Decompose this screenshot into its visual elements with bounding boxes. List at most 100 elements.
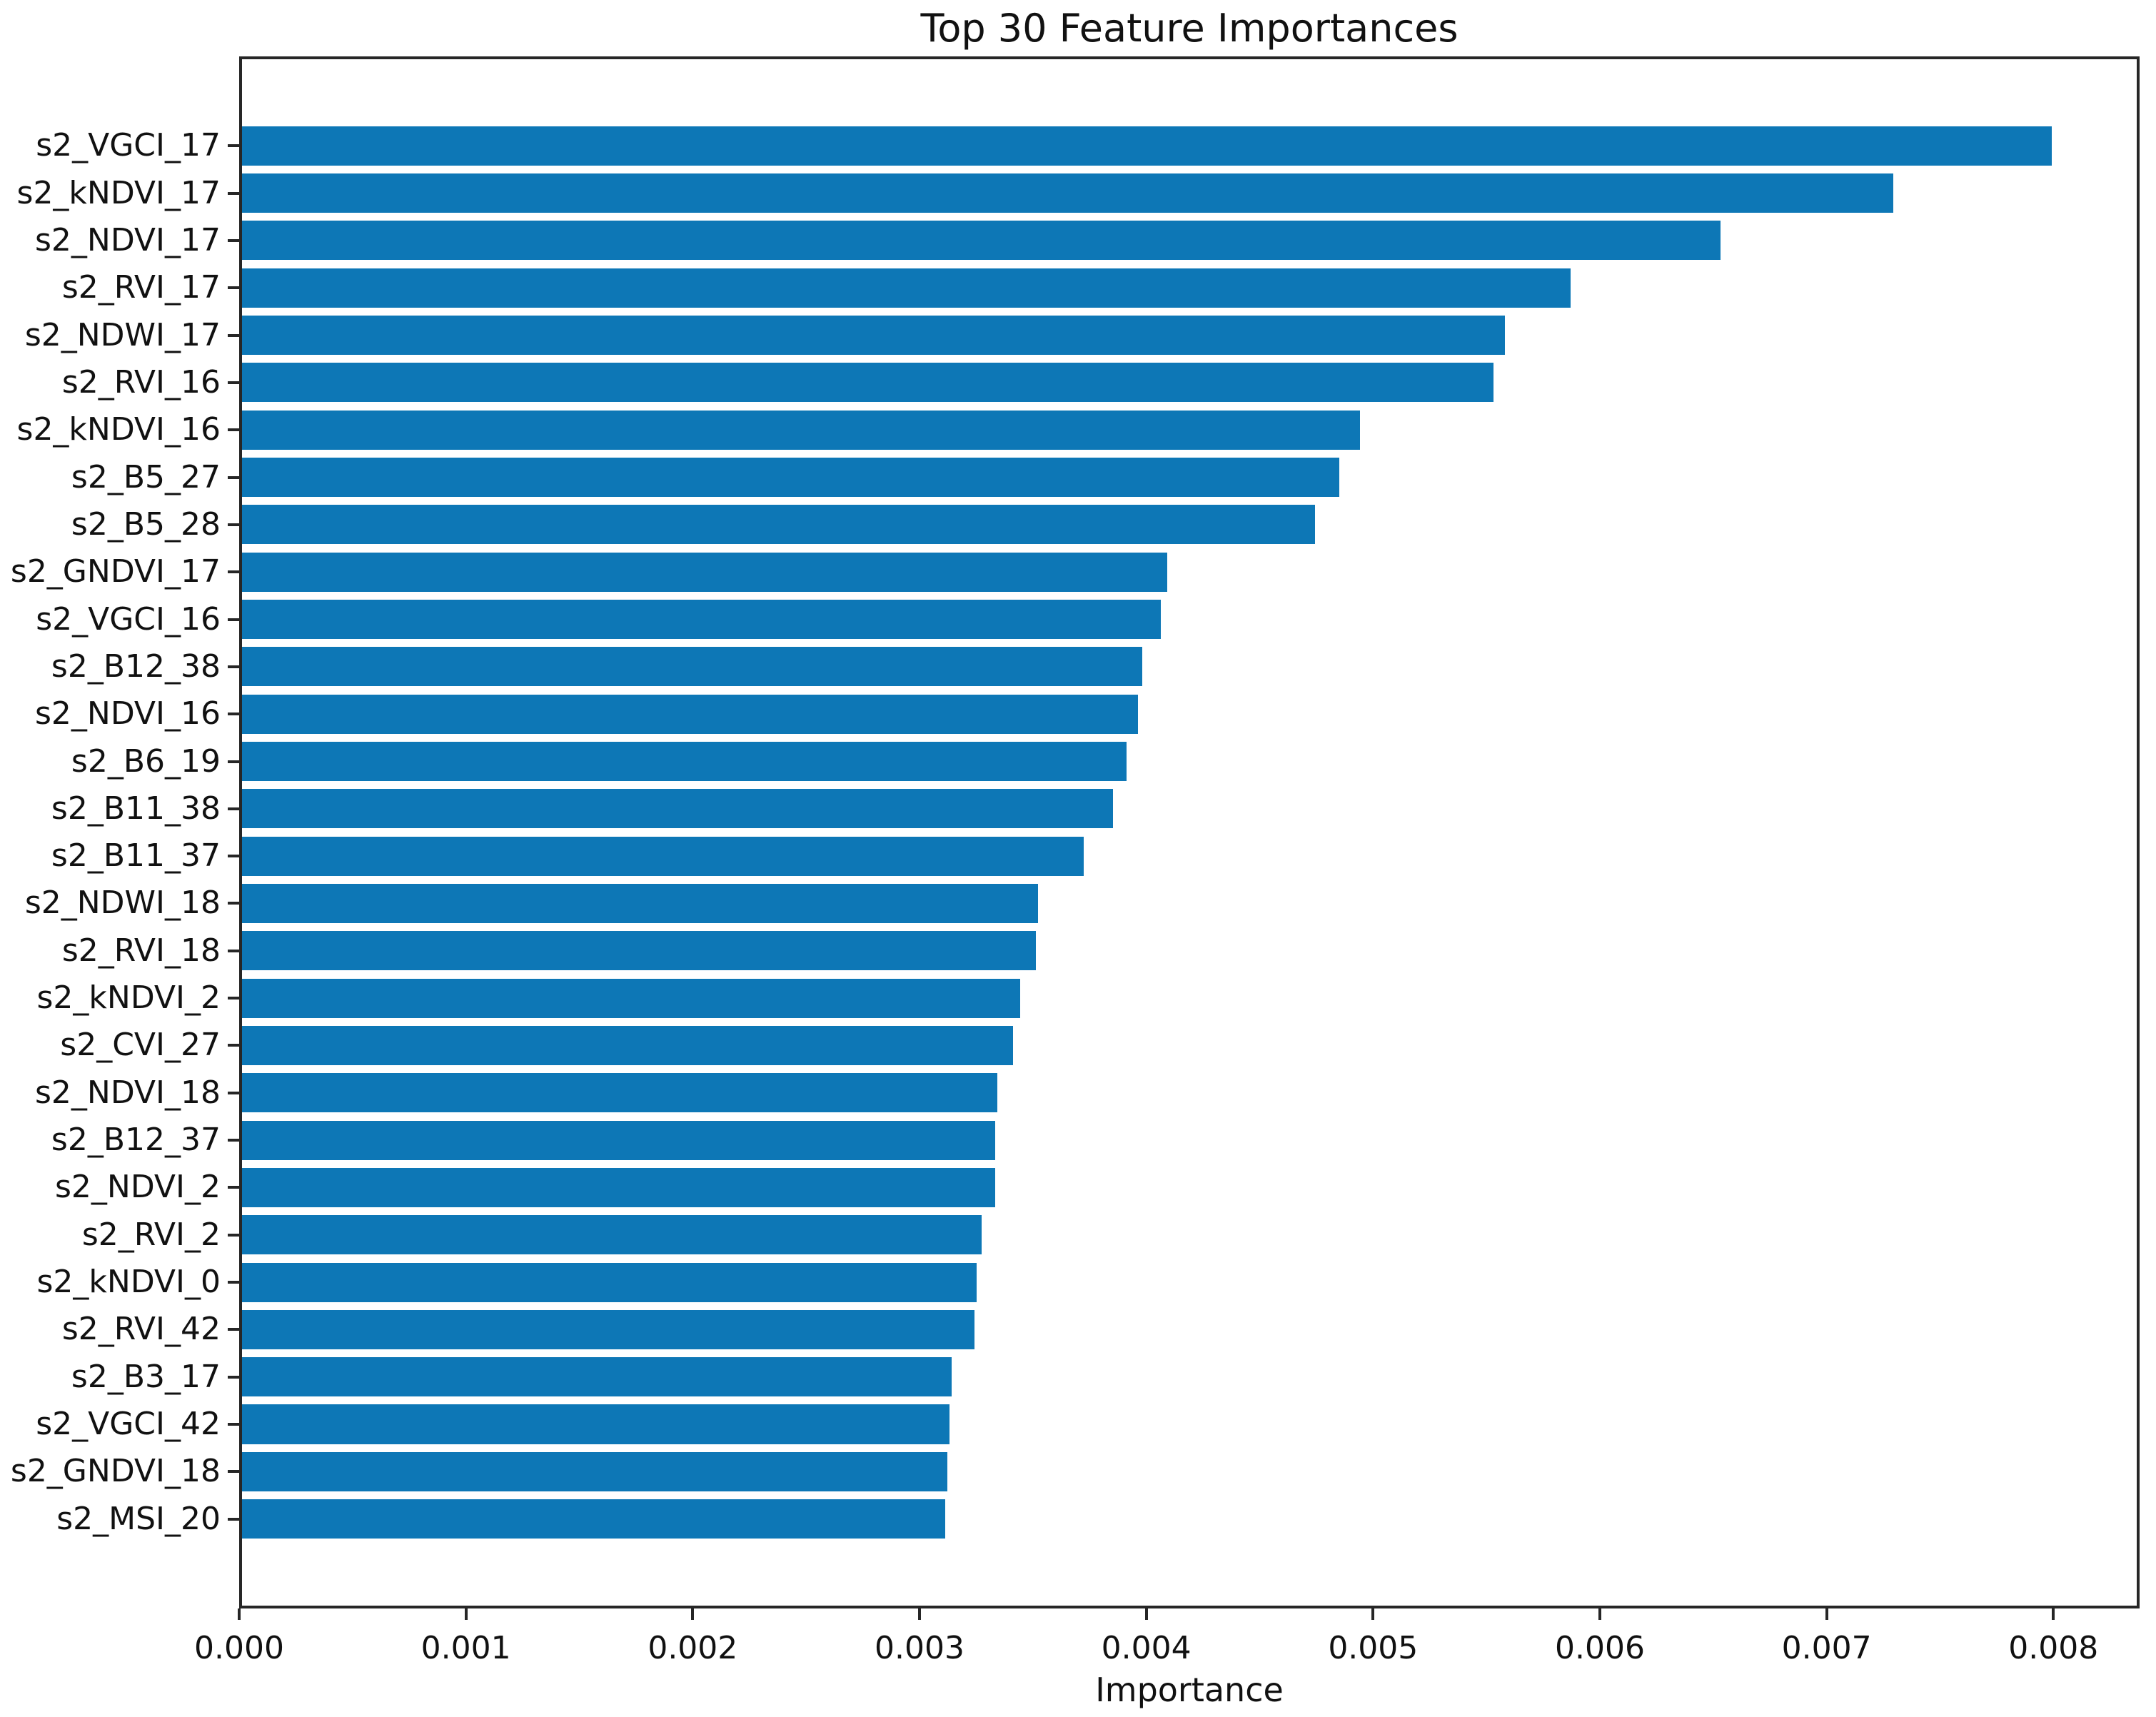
y-tick-label: s2_VGCI_42 bbox=[36, 1406, 221, 1442]
y-tick-label: s2_NDVI_17 bbox=[34, 221, 221, 258]
y-tick-mark bbox=[228, 286, 239, 290]
y-tick-label: s2_B11_37 bbox=[51, 837, 221, 875]
y-tick-label: s2_GNDVI_17 bbox=[10, 553, 221, 590]
y-tick-mark bbox=[228, 1423, 239, 1426]
bar bbox=[242, 316, 1506, 356]
x-tick-label: 0.003 bbox=[874, 1630, 964, 1666]
bar bbox=[242, 363, 1494, 403]
x-tick-mark bbox=[917, 1608, 921, 1620]
bar bbox=[242, 1167, 995, 1207]
y-tick-label: s2_CVI_27 bbox=[60, 1027, 221, 1064]
bar bbox=[242, 1499, 945, 1539]
y-tick-label: s2_RVI_2 bbox=[81, 1216, 221, 1253]
bar bbox=[242, 1025, 1014, 1065]
y-tick-label: s2_RVI_17 bbox=[61, 269, 221, 306]
bar bbox=[242, 741, 1127, 782]
bar bbox=[242, 836, 1084, 876]
bar bbox=[242, 883, 1038, 923]
y-tick-mark bbox=[228, 949, 239, 952]
y-tick-label: s2_kNDVI_16 bbox=[16, 411, 221, 448]
x-tick-mark bbox=[238, 1608, 241, 1620]
x-tick-label: 0.004 bbox=[1101, 1630, 1192, 1666]
x-tick-label: 0.005 bbox=[1328, 1630, 1419, 1666]
y-tick-mark bbox=[228, 191, 239, 195]
y-tick-mark bbox=[228, 333, 239, 337]
y-tick-label: s2_B5_28 bbox=[71, 505, 221, 543]
y-tick-mark bbox=[228, 238, 239, 242]
bar bbox=[242, 505, 1315, 545]
y-tick-label: s2_MSI_20 bbox=[56, 1500, 221, 1537]
y-tick-mark bbox=[228, 760, 239, 763]
bar bbox=[242, 1404, 950, 1444]
y-tick-label: s2_NDVI_16 bbox=[34, 695, 221, 732]
x-tick-mark bbox=[1371, 1608, 1375, 1620]
y-tick-mark bbox=[228, 807, 239, 810]
x-tick-mark bbox=[691, 1608, 695, 1620]
x-axis-label: Importance bbox=[1095, 1671, 1284, 1709]
y-tick-label: s2_B12_37 bbox=[51, 1122, 221, 1159]
y-tick-mark bbox=[228, 1281, 239, 1284]
y-tick-mark bbox=[228, 428, 239, 432]
y-tick-label: s2_VGCI_17 bbox=[36, 127, 221, 164]
bar bbox=[242, 1215, 982, 1255]
y-tick-label: s2_NDWI_18 bbox=[24, 885, 221, 922]
bar bbox=[242, 221, 1721, 261]
y-tick-mark bbox=[228, 713, 239, 716]
y-tick-mark bbox=[228, 475, 239, 479]
y-tick-label: s2_NDVI_2 bbox=[54, 1169, 221, 1206]
y-tick-mark bbox=[228, 570, 239, 574]
bar bbox=[242, 1262, 977, 1302]
y-tick-label: s2_VGCI_16 bbox=[36, 600, 221, 638]
y-tick-mark bbox=[228, 1091, 239, 1094]
y-tick-mark bbox=[228, 1375, 239, 1379]
y-tick-label: s2_B3_17 bbox=[71, 1358, 221, 1395]
y-tick-mark bbox=[228, 381, 239, 384]
y-tick-label: s2_RVI_16 bbox=[61, 363, 221, 401]
y-tick-label: s2_RVI_18 bbox=[61, 932, 221, 969]
chart-title: Top 30 Feature Importances bbox=[920, 6, 1459, 51]
bar bbox=[242, 694, 1138, 734]
bar bbox=[242, 1120, 995, 1160]
y-tick-mark bbox=[228, 1044, 239, 1047]
y-tick-label: s2_RVI_42 bbox=[61, 1311, 221, 1348]
y-tick-mark bbox=[228, 1517, 239, 1521]
bar bbox=[242, 1357, 952, 1397]
y-tick-label: s2_kNDVI_17 bbox=[16, 174, 221, 211]
x-tick-mark bbox=[2052, 1608, 2055, 1620]
y-tick-label: s2_B11_38 bbox=[51, 790, 221, 827]
y-tick-mark bbox=[228, 523, 239, 526]
y-tick-mark bbox=[228, 1186, 239, 1189]
x-tick-label: 0.000 bbox=[194, 1630, 284, 1666]
y-tick-mark bbox=[228, 997, 239, 1000]
bar bbox=[242, 978, 1020, 1018]
bar bbox=[242, 410, 1361, 450]
y-tick-label: s2_B5_27 bbox=[71, 458, 221, 495]
x-tick-mark bbox=[1825, 1608, 1828, 1620]
x-tick-label: 0.006 bbox=[1554, 1630, 1645, 1666]
bar bbox=[242, 647, 1143, 687]
y-tick-mark bbox=[228, 144, 239, 148]
bar bbox=[242, 1451, 947, 1491]
y-tick-mark bbox=[228, 1328, 239, 1331]
bar bbox=[242, 552, 1168, 592]
x-tick-mark bbox=[1598, 1608, 1601, 1620]
x-tick-mark bbox=[1144, 1608, 1148, 1620]
bar bbox=[242, 458, 1340, 498]
y-tick-label: s2_B6_19 bbox=[71, 742, 221, 780]
y-tick-mark bbox=[228, 855, 239, 858]
x-tick-mark bbox=[464, 1608, 468, 1620]
y-tick-label: s2_NDWI_17 bbox=[24, 316, 221, 353]
x-tick-label: 0.002 bbox=[648, 1630, 738, 1666]
y-tick-label: s2_kNDVI_0 bbox=[36, 1264, 221, 1301]
y-tick-mark bbox=[228, 1139, 239, 1142]
y-tick-mark bbox=[228, 618, 239, 621]
y-tick-label: s2_kNDVI_2 bbox=[36, 980, 221, 1017]
bar bbox=[242, 1309, 975, 1349]
bar bbox=[242, 789, 1113, 829]
bar bbox=[242, 173, 1893, 213]
y-tick-label: s2_NDVI_18 bbox=[34, 1074, 221, 1111]
x-tick-label: 0.007 bbox=[1781, 1630, 1872, 1666]
y-tick-mark bbox=[228, 665, 239, 668]
bar bbox=[242, 268, 1571, 308]
plot-area bbox=[239, 56, 2140, 1608]
